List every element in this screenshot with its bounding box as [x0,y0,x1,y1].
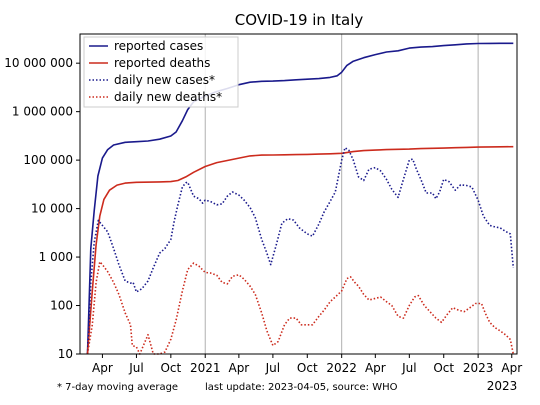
y-tick-label: 1 000 [39,250,73,264]
footnote-update-source: last update: 2023-04-05, source: WHO [205,382,398,393]
y-tick-label: 10 000 000 [4,56,73,70]
legend: reported cases reported deaths daily new… [83,36,239,108]
y-tick-label: 1 000 000 [12,105,73,119]
legend-box [83,36,239,108]
y-tick-label: 100 000 [23,153,73,167]
x-tick-label: Jul [401,361,416,375]
x-tick-label: Apr [501,361,522,375]
legend-label-daily-new-cases: daily new cases* [114,73,215,87]
chart-title: COVID-19 in Italy [235,11,364,29]
x-tick-label: Jul [265,361,280,375]
x-tick-label: Oct [297,361,318,375]
x-tick-label: Apr [365,361,386,375]
x-tick-label: Apr [92,361,113,375]
x-tick-label: 2022 [326,361,357,375]
y-tick-label: 100 [50,299,73,313]
x-tick-label: Jul [128,361,143,375]
grid-layer [204,34,479,354]
x-axis-year-label: 2023 [487,379,518,393]
series-line-daily-new-cases [86,146,515,355]
footnote-moving-average: * 7-day moving average [57,382,178,393]
y-tick-label: 10 [58,347,73,361]
legend-label-reported-cases: reported cases [114,39,203,53]
series-layer [86,42,515,355]
legend-label-daily-new-deaths: daily new deaths* [114,90,222,104]
x-tick-label: 2023 [463,361,494,375]
series-line-daily-new-deaths [86,260,515,355]
series-line-reported-cases [86,42,514,355]
x-axis: Apr Jul Oct 2021 Apr Jul Oct 2022 Apr Jul Oct 2023 A… [92,354,522,375]
series-line-reported-deaths [86,145,514,355]
x-tick-label: Apr [228,361,249,375]
x-tick-label: 2021 [190,361,221,375]
legend-label-reported-deaths: reported deaths [114,56,210,70]
plot-frame [79,33,518,355]
y-tick-label: 10 000 [31,202,73,216]
x-tick-label: Oct [160,361,181,375]
y-axis: 10 100 1 000 10 000 100 000 1 000 000 10 000 0… [4,56,80,361]
x-tick-label: Oct [433,361,454,375]
